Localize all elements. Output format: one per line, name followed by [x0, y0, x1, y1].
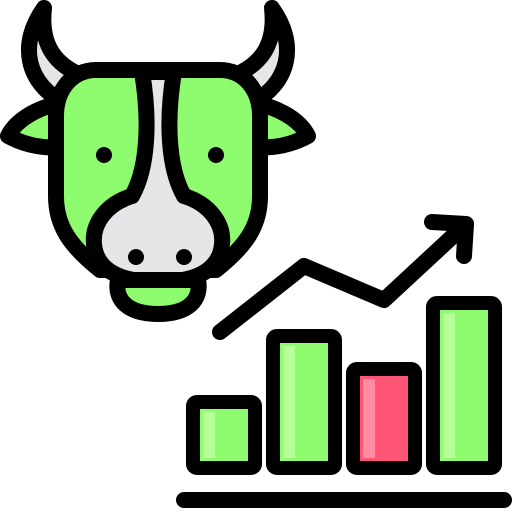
left-eye-icon — [96, 147, 112, 163]
bar-3 — [346, 362, 422, 475]
bar-chart — [186, 296, 502, 475]
right-nostril-icon — [176, 249, 192, 265]
bar-4 — [426, 296, 502, 475]
left-nostril-icon — [128, 249, 144, 265]
bar-2 — [266, 329, 342, 475]
bar-highlight-3 — [363, 379, 375, 458]
bar-highlight-1 — [203, 412, 215, 458]
bar-highlight-4 — [443, 313, 455, 458]
bull-head-icon — [0, 0, 316, 322]
chin-icon — [109, 272, 207, 322]
bar-highlight-2 — [283, 346, 295, 458]
trend-arrow-icon — [212, 214, 474, 340]
bar-1 — [186, 395, 262, 475]
right-eye-icon — [208, 147, 224, 163]
